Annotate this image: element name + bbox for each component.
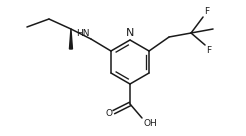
Text: F: F bbox=[206, 46, 211, 55]
Text: HN: HN bbox=[77, 29, 90, 38]
Text: F: F bbox=[204, 7, 209, 16]
Text: OH: OH bbox=[144, 119, 158, 128]
Polygon shape bbox=[69, 29, 73, 49]
Text: N: N bbox=[126, 27, 134, 38]
Text: O: O bbox=[105, 109, 112, 118]
